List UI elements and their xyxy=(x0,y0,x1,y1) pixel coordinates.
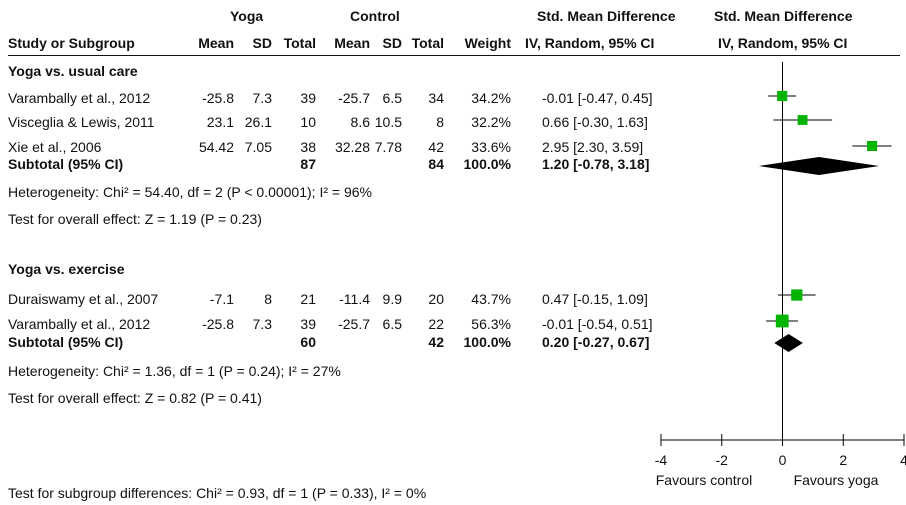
x-tick-label: 0 xyxy=(779,452,787,468)
control-subtotal: 42 xyxy=(428,334,444,350)
header-rule xyxy=(8,55,900,56)
yoga-mean: -25.8 xyxy=(202,316,234,332)
yoga-sd: 7.05 xyxy=(244,139,272,155)
group-title-exercise: Yoga vs. exercise xyxy=(8,261,125,277)
study-effect-marker xyxy=(777,90,788,102)
smd-ci-subtotal: 0.20 [-0.27, 0.67] xyxy=(542,334,650,350)
smd-ci: 0.47 [-0.15, 1.09] xyxy=(542,291,648,307)
control-total: 42 xyxy=(428,139,444,155)
overall-effect-text: Test for overall effect: Z = 1.19 (P = 0… xyxy=(8,211,262,227)
study-name: Xie et al., 2006 xyxy=(8,139,102,155)
x-tick-label: 2 xyxy=(839,452,847,468)
favours-control-label: Favours control xyxy=(656,472,752,488)
group-title-usual-care: Yoga vs. usual care xyxy=(8,63,138,79)
study-name: Visceglia & Lewis, 2011 xyxy=(8,114,155,130)
smd-ci: -0.01 [-0.47, 0.45] xyxy=(542,90,653,106)
yoga-total: 39 xyxy=(300,316,316,332)
x-tick-label: -4 xyxy=(655,452,668,468)
study-name: Duraiswamy et al., 2007 xyxy=(8,291,159,307)
study-effect-marker xyxy=(867,140,878,152)
weight-header: Weight xyxy=(464,35,511,51)
control-mean: 8.6 xyxy=(350,114,370,130)
control-mean: -11.4 xyxy=(339,291,370,307)
yoga-total: 39 xyxy=(300,90,316,106)
x-tick-label: 4 xyxy=(900,452,906,468)
heterogeneity-text: Heterogeneity: Chi² = 54.40, df = 2 (P <… xyxy=(8,184,372,200)
control-mean: -25.7 xyxy=(338,90,370,106)
control-mean-header: Mean xyxy=(334,35,370,51)
smd-plot-header: Std. Mean Difference xyxy=(714,8,853,24)
control-group-header: Control xyxy=(350,8,400,24)
study-name: Varambally et al., 2012 xyxy=(8,90,151,106)
control-sd: 9.9 xyxy=(382,291,402,307)
yoga-subtotal: 60 xyxy=(300,334,316,350)
yoga-mean: 54.42 xyxy=(198,139,234,155)
yoga-total-header: Total xyxy=(283,35,316,51)
control-total: 34 xyxy=(428,90,444,106)
smd-ci: 2.95 [2.30, 3.59] xyxy=(542,139,644,155)
control-sd: 6.5 xyxy=(382,90,402,106)
yoga-sd: 7.3 xyxy=(252,316,272,332)
subtotal-diamond xyxy=(758,157,880,175)
smd-ci: -0.01 [-0.54, 0.51] xyxy=(542,316,653,332)
heterogeneity-text: Heterogeneity: Chi² = 1.36, df = 1 (P = … xyxy=(8,363,341,379)
study-name: Varambally et al., 2012 xyxy=(8,316,151,332)
overall-effect-text: Test for overall effect: Z = 0.82 (P = 0… xyxy=(8,390,262,406)
yoga-mean: 23.1 xyxy=(206,114,234,130)
control-sd: 10.5 xyxy=(374,114,402,130)
weight: 34.2% xyxy=(471,90,511,106)
yoga-mean: -25.8 xyxy=(202,90,234,106)
subtotal-diamond xyxy=(774,334,803,352)
subtotal-label: Subtotal (95% CI) xyxy=(8,156,124,172)
control-total: 20 xyxy=(428,291,444,307)
yoga-sd-header: SD xyxy=(252,35,272,51)
favours-yoga-label: Favours yoga xyxy=(794,472,879,488)
control-total-header: Total xyxy=(411,35,444,51)
control-sd: 6.5 xyxy=(382,316,402,332)
subtotal-label: Subtotal (95% CI) xyxy=(8,334,124,350)
study-column-header: Study or Subgroup xyxy=(8,35,135,51)
study-effect-marker xyxy=(791,289,803,301)
yoga-subtotal: 87 xyxy=(300,156,316,172)
method-header: IV, Random, 95% CI xyxy=(525,35,655,51)
weight: 32.2% xyxy=(471,114,511,130)
control-mean: -25.7 xyxy=(338,316,370,332)
smd-ci-subtotal: 1.20 [-0.78, 3.18] xyxy=(542,156,650,172)
smd-ci: 0.66 [-0.30, 1.63] xyxy=(542,114,648,130)
control-sd-header: SD xyxy=(382,35,402,51)
yoga-mean: -7.1 xyxy=(209,291,234,307)
control-mean: 32.28 xyxy=(334,139,370,155)
control-total: 8 xyxy=(436,114,444,130)
yoga-total: 21 xyxy=(300,291,316,307)
study-effect-marker xyxy=(797,115,808,125)
weight-subtotal: 100.0% xyxy=(463,156,511,172)
control-sd: 7.78 xyxy=(374,139,402,155)
yoga-sd: 7.3 xyxy=(252,90,272,106)
method-plot-header: IV, Random, 95% CI xyxy=(718,35,848,51)
yoga-total: 38 xyxy=(300,139,316,155)
yoga-sd: 8 xyxy=(264,291,272,307)
yoga-sd: 26.1 xyxy=(244,114,272,130)
subgroup-differences-text: Test for subgroup differences: Chi² = 0.… xyxy=(8,485,427,501)
yoga-mean-header: Mean xyxy=(198,35,234,51)
smd-table-header: Std. Mean Difference xyxy=(537,8,676,24)
yoga-total: 10 xyxy=(300,114,316,130)
weight-subtotal: 100.0% xyxy=(463,334,511,350)
yoga-group-header: Yoga xyxy=(230,8,264,24)
control-subtotal: 84 xyxy=(428,156,444,172)
weight: 56.3% xyxy=(471,316,511,332)
study-effect-marker xyxy=(775,314,789,328)
weight: 43.7% xyxy=(471,291,511,307)
control-total: 22 xyxy=(428,316,444,332)
x-tick-label: -2 xyxy=(716,452,729,468)
weight: 33.6% xyxy=(471,139,511,155)
